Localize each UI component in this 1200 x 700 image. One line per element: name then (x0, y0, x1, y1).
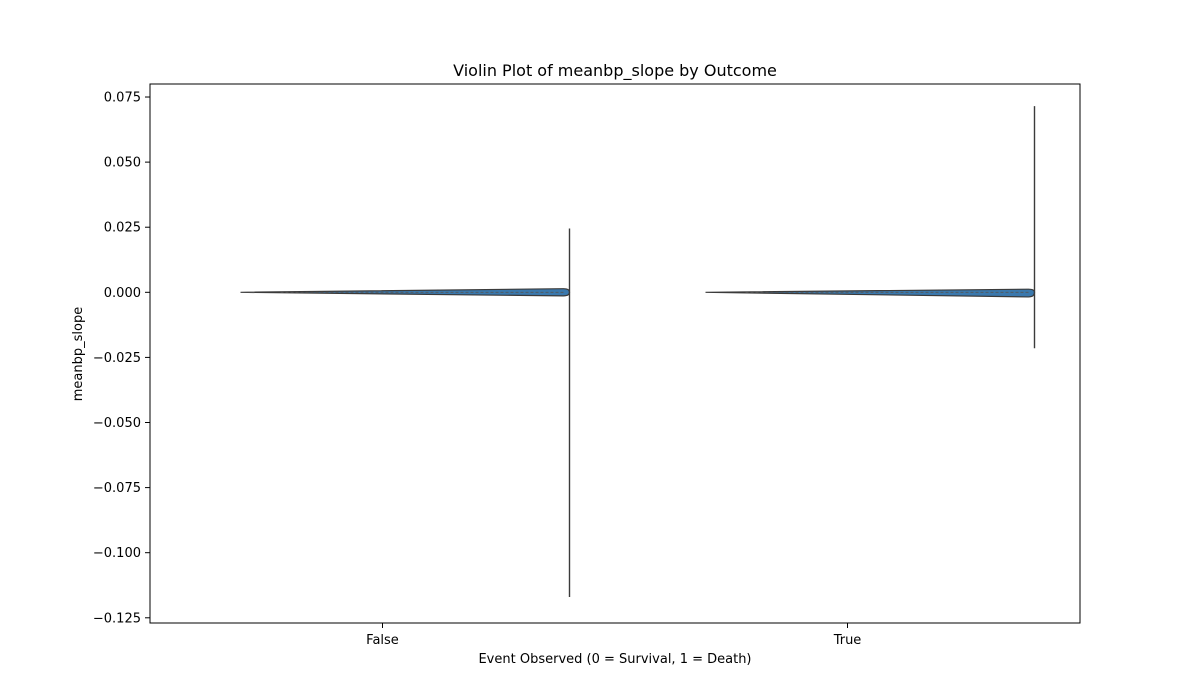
chart-title: Violin Plot of meanbp_slope by Outcome (453, 61, 777, 81)
x-axis: False True (366, 623, 861, 648)
x-axis-title: Event Observed (0 = Survival, 1 = Death) (478, 652, 751, 667)
plot-frame (149, 83, 1081, 624)
y-tick-label: −0.075 (93, 481, 141, 496)
y-tick-label: 0.075 (104, 91, 141, 106)
y-tick-label: −0.100 (93, 546, 141, 561)
x-tick-label: False (366, 633, 399, 648)
y-tick-label: −0.125 (93, 611, 141, 626)
violins (240, 106, 1036, 597)
y-tick-label: 0.000 (104, 286, 141, 301)
y-tick-label: 0.025 (104, 221, 141, 236)
y-tick-label: 0.050 (104, 156, 141, 171)
y-tick-label: −0.025 (93, 351, 141, 366)
violin-body-false (240, 288, 571, 297)
violin-body-true (705, 288, 1036, 298)
y-axis: 0.075 0.050 0.025 0.000 −0.025 −0.050 −0.075 −0… (93, 91, 150, 626)
y-axis-title: meanbp_slope (71, 307, 86, 401)
y-tick-label: −0.050 (93, 416, 141, 431)
x-tick-label: True (833, 633, 862, 648)
